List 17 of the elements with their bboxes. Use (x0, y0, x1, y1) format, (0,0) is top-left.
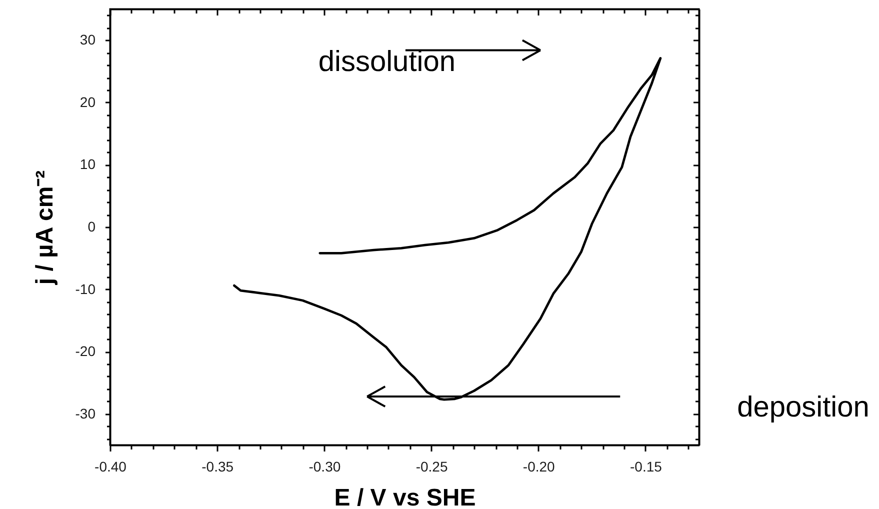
x-tick-label: -0.35 (202, 458, 234, 474)
y-tick-label: 20 (80, 94, 96, 110)
y-tick-label: -20 (75, 343, 96, 360)
x-tick-label: -0.20 (522, 458, 556, 474)
y-tick-label: -30 (75, 405, 96, 422)
x-tick-label: -0.25 (416, 458, 448, 474)
x-tick-label: -0.40 (94, 458, 127, 474)
y-tick-label: 10 (80, 156, 96, 172)
y-tick-label: 30 (80, 32, 96, 48)
annotation: dissolution (318, 46, 456, 78)
y-axis-title: j / µA cm⁻² (31, 170, 58, 286)
x-tick-label: -0.15 (630, 458, 662, 474)
y-tick-label: -10 (75, 280, 96, 297)
x-axis-title: E / V vs SHE (334, 484, 476, 509)
text: deposition (737, 392, 870, 424)
x-tick-label: -0.30 (308, 458, 341, 474)
y-tick-label: 0 (88, 218, 96, 234)
